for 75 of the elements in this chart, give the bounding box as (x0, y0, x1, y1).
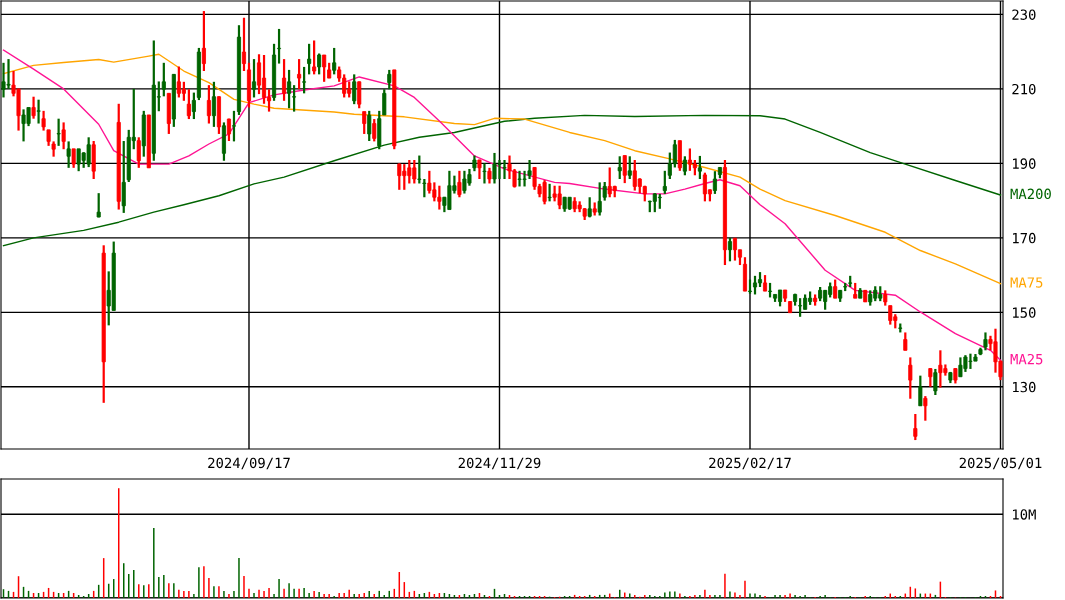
candlestick (627, 155, 632, 181)
line-series (2, 114, 1002, 247)
candlestick (617, 155, 622, 181)
candlestick (913, 412, 918, 442)
candlestick (357, 80, 362, 110)
candlestick (798, 297, 803, 318)
candlestick (136, 136, 141, 169)
candlestick (352, 73, 357, 106)
candlestick (191, 91, 196, 121)
series-label: MA200 (1010, 188, 1051, 200)
candlestick (297, 57, 302, 91)
candlestick (181, 80, 186, 102)
candlestick (61, 121, 66, 151)
candlestick (332, 46, 337, 76)
candlestick (71, 147, 76, 169)
candlestick (292, 84, 297, 113)
candlestick (547, 182, 552, 203)
candlestick (322, 53, 327, 83)
candlestick (477, 158, 482, 181)
x-tick-label: 2025/05/01 (959, 457, 1042, 470)
candlestick (251, 57, 257, 99)
candlestick (752, 274, 758, 296)
y-tick-label: 10M (1013, 509, 1036, 520)
y-tick-label: 150 (1013, 307, 1036, 318)
candlestick (206, 84, 211, 125)
candlestick (201, 9, 206, 73)
candlestick (682, 155, 687, 177)
candlestick (31, 95, 36, 120)
candlestick (277, 27, 282, 65)
line-series (2, 53, 1002, 285)
y-tick-label: 170 (1013, 232, 1036, 244)
candlestick (662, 169, 667, 196)
candlestick (372, 117, 377, 143)
candlestick (312, 39, 317, 76)
candlestick (211, 80, 216, 128)
candlestick (697, 154, 702, 181)
candlestick (923, 395, 928, 422)
y-tick-label: 210 (1012, 83, 1036, 95)
candlestick (186, 88, 191, 121)
candlestick (66, 140, 71, 169)
candlestick (367, 109, 372, 143)
candlestick (622, 154, 627, 185)
candlestick (287, 68, 292, 110)
candlestick (256, 53, 262, 96)
candlestick (241, 16, 247, 73)
candlestick (908, 356, 913, 400)
candlestick (482, 162, 487, 185)
candlestick (261, 53, 267, 105)
candlestick (918, 374, 923, 407)
candlestick (933, 367, 938, 397)
x-tick-label: 2024/09/17 (208, 457, 290, 470)
candlestick (282, 57, 287, 102)
candlestick (36, 98, 41, 125)
y-tick-label: 190 (1013, 158, 1036, 169)
candlestick (382, 88, 387, 117)
candlestick (362, 110, 367, 136)
candlestick (457, 169, 462, 199)
candlestick (96, 192, 101, 219)
x-tick-label: 2024/11/29 (458, 457, 541, 470)
candlestick (302, 65, 307, 95)
series-label: MA75 (1010, 277, 1043, 288)
y-tick-label: 130 (1013, 381, 1036, 393)
candlestick (833, 278, 838, 300)
candlestick (161, 61, 166, 98)
candlestick (56, 117, 61, 147)
candlestick (226, 117, 231, 143)
candlestick (307, 42, 312, 76)
x-tick-label: 2025/02/17 (709, 457, 791, 470)
candlestick (231, 109, 237, 143)
candlestick (928, 367, 933, 388)
candlestick (727, 236, 732, 263)
series-label: MA25 (1010, 353, 1043, 365)
y-tick-label: 230 (1012, 9, 1036, 20)
candlestick (712, 170, 717, 196)
candlestick (387, 68, 392, 91)
